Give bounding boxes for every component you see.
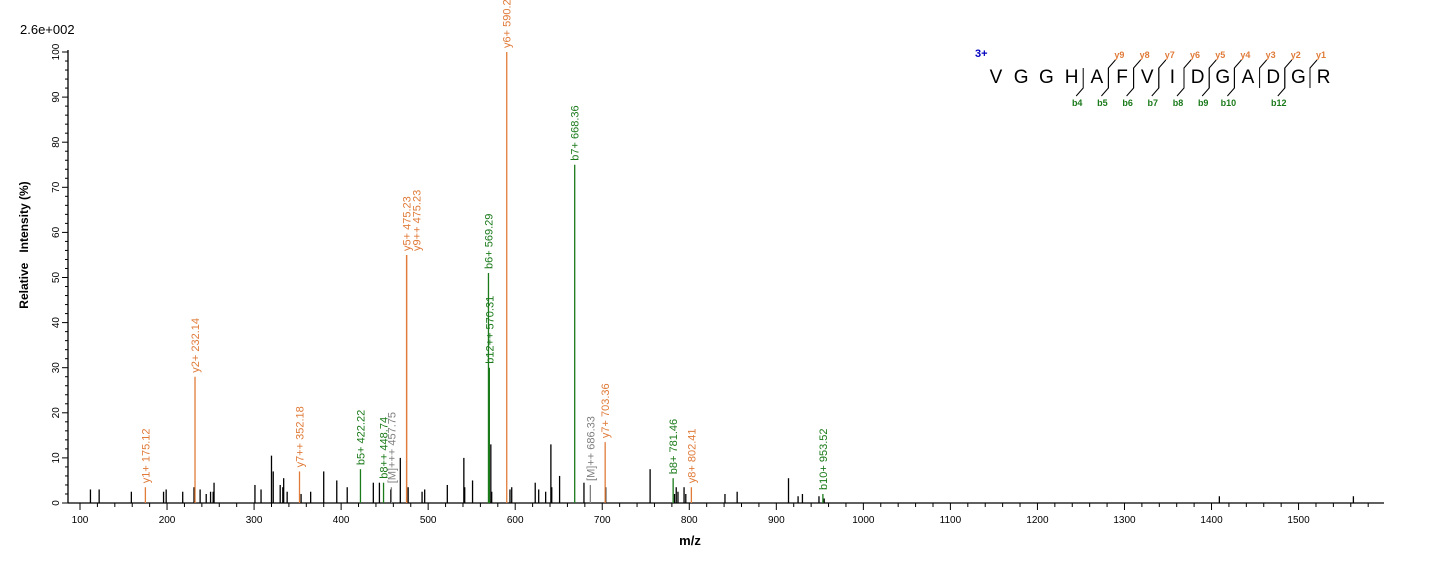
x-tick-label: 100 (72, 515, 89, 526)
residue: F (1116, 67, 1128, 88)
y-ion-marker: y6 (1190, 50, 1200, 60)
y-tick-label: 100 (51, 43, 62, 60)
y-ion-marker: y5 (1215, 50, 1225, 60)
peak-label: y1+ 175.12 (140, 428, 152, 483)
b-ion-marker: b7 (1148, 98, 1159, 108)
peak-labels: y1+ 175.12 y2+ 232.14 y7++ 352.18 b5+ 422.2… (140, 0, 830, 490)
residue: R (1317, 67, 1331, 88)
peak-label: [M]+++ 457.75 (386, 412, 398, 483)
peak-label: y6+ 590.28 (502, 0, 514, 48)
y-ion-marker: y9 (1114, 50, 1124, 60)
residue: V (990, 67, 1003, 88)
peak-label: y7+ 703.36 (600, 383, 612, 438)
y-tick-label: 30 (51, 362, 62, 374)
residue: D (1191, 67, 1205, 88)
intensity-scale-label: 2.6e+002 (20, 22, 75, 37)
b-ion-marker: b4 (1072, 98, 1083, 108)
x-tick-label: 700 (594, 515, 611, 526)
peak-label: y5+ 475.23 (402, 196, 414, 251)
residue: G (1039, 67, 1054, 88)
x-tick-label: 1500 (1287, 515, 1310, 526)
y-tick-label: 70 (51, 181, 62, 193)
x-tick-label: 1000 (852, 515, 875, 526)
peak-label: b5+ 422.22 (355, 410, 367, 465)
y-ion-marker: y3 (1266, 50, 1276, 60)
residue: I (1170, 67, 1175, 88)
x-tick-label: 900 (768, 515, 785, 526)
y-tick-label: 20 (51, 407, 62, 419)
residue: D (1266, 67, 1280, 88)
residue: A (1090, 67, 1103, 88)
peak-label: y7++ 352.18 (294, 406, 306, 467)
y-ion-marker: y7 (1165, 50, 1175, 60)
y-ion-marker: y1 (1316, 50, 1326, 60)
x-tick-label: 400 (333, 515, 350, 526)
residue: V (1141, 67, 1154, 88)
peak-label: b8++ 448.74 (379, 417, 391, 479)
residue: A (1242, 67, 1255, 88)
peak-label: b6+ 569.29 (483, 214, 495, 269)
x-tick-label: 200 (159, 515, 176, 526)
y-tick-label: 10 (51, 452, 62, 464)
y-ion-marker: y2 (1291, 50, 1301, 60)
b-ion-marker: b6 (1122, 98, 1133, 108)
b-ion-marker: b10 (1221, 98, 1237, 108)
y-tick-label: 0 (51, 500, 62, 506)
peaks (89, 52, 1355, 503)
peak-label: b7+ 668.36 (570, 105, 582, 160)
residue: G (1215, 67, 1230, 88)
residue: G (1014, 67, 1029, 88)
peak-label: y9++ 475.23 (412, 190, 424, 251)
x-tick-label: 1400 (1200, 515, 1223, 526)
x-tick-label: 600 (507, 515, 524, 526)
x-axis-label: m/z (679, 533, 701, 548)
y-tick-label: 40 (51, 317, 62, 329)
peak-label: b10+ 953.52 (818, 428, 830, 489)
peak-label: y2+ 232.14 (190, 318, 202, 373)
y-tick-label: 60 (51, 226, 62, 238)
y-ion-marker: y4 (1240, 50, 1250, 60)
b-ion-marker: b5 (1097, 98, 1108, 108)
x-tick-label: 800 (681, 515, 698, 526)
charge-state-label: 3+ (975, 48, 988, 60)
b-ion-marker: b12 (1271, 98, 1287, 108)
b-ion-marker: b8 (1173, 98, 1184, 108)
peak-label: b8+ 781.46 (668, 419, 680, 474)
y-axis-label: Relative Intensity (%) (17, 181, 31, 308)
y-tick-label: 80 (51, 136, 62, 148)
x-tick-label: 1200 (1026, 515, 1049, 526)
residue: H (1065, 67, 1079, 88)
x-tick-label: 1300 (1113, 515, 1136, 526)
x-tick-label: 300 (246, 515, 263, 526)
y-ion-marker: y8 (1140, 50, 1150, 60)
y-tick-label: 50 (51, 272, 62, 284)
axes: 100 200 300 400 500 600 700 800 900 1000 1100 1200 1… (51, 43, 1384, 526)
y-tick-label: 90 (51, 91, 62, 103)
b-ion-marker: b9 (1198, 98, 1209, 108)
residue: G (1291, 67, 1306, 88)
peak-label: [M]++ 686.33 (585, 416, 597, 481)
peak-label: y8+ 802.41 (686, 428, 698, 483)
x-tick-label: 500 (420, 515, 437, 526)
x-tick-label: 1100 (940, 515, 962, 526)
peak-label: b12++ 570.31 (484, 296, 496, 364)
